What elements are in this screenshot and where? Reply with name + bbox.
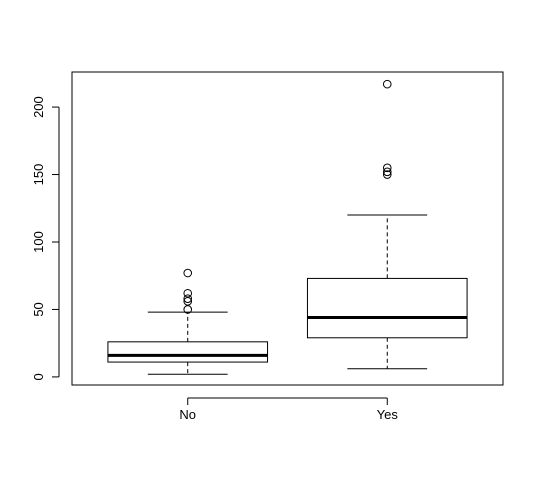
iqr-box bbox=[306, 277, 468, 339]
outlier-point bbox=[183, 268, 193, 278]
y-tick-label: 50 bbox=[31, 302, 46, 316]
y-tick-label: 100 bbox=[31, 231, 46, 253]
outlier-point bbox=[183, 288, 193, 298]
box-yes bbox=[306, 79, 468, 370]
outlier-point bbox=[183, 294, 193, 303]
iqr-box bbox=[107, 341, 269, 363]
y-tick-label: 0 bbox=[31, 373, 46, 380]
outlier-point bbox=[382, 163, 392, 173]
y-tick-label: 150 bbox=[31, 164, 46, 186]
box-no bbox=[107, 268, 269, 375]
outlier-point bbox=[382, 167, 392, 177]
y-tick-label: 200 bbox=[31, 96, 46, 118]
x-tick-label: Yes bbox=[377, 407, 399, 422]
x-tick-label: No bbox=[179, 407, 196, 422]
box-group bbox=[107, 79, 468, 375]
outlier-point bbox=[382, 79, 392, 89]
plot-frame bbox=[71, 71, 504, 386]
y-axis: 0 50 100 150 200 bbox=[31, 96, 60, 381]
x-axis: No Yes bbox=[179, 397, 399, 422]
outlier-point bbox=[382, 170, 392, 179]
